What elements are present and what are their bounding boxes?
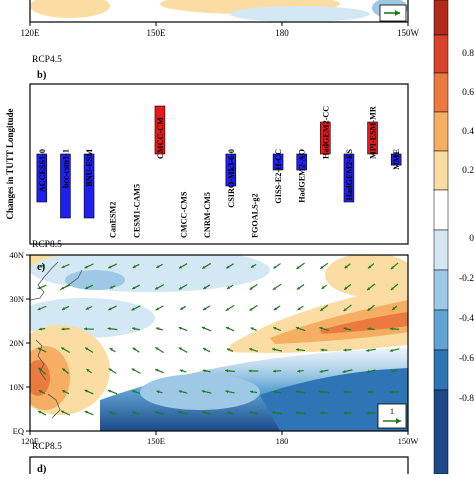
- top-x-tick-label: 150W: [397, 28, 420, 38]
- top-x-tick-label: 150E: [147, 28, 167, 38]
- panel-b-scenario-label: RCP4.5: [32, 55, 62, 65]
- top-map-x-ticks: 120E 150E 180 150W: [21, 22, 420, 38]
- category-label: CMCC-CMS: [180, 191, 189, 238]
- y-tick-label: 30N: [9, 294, 24, 304]
- colorbar-label: 0.8: [462, 49, 474, 59]
- reference-vector-label: 1: [390, 407, 394, 416]
- category-label: FGOALS-g2: [250, 193, 259, 238]
- colorbar-label: 0.6: [462, 88, 474, 98]
- top-x-tick-label: 120E: [21, 28, 41, 38]
- colorbar-label: 0.2: [462, 166, 474, 176]
- panel-b-y-axis-label: Changes in TUTT Longitude: [5, 109, 15, 220]
- colorbar-label: -0.4: [459, 314, 474, 324]
- category-label: CanESM2: [109, 202, 118, 238]
- top-map-cool-patch: [230, 6, 370, 22]
- colorbar-block: [434, 151, 448, 190]
- colorbar-block: [434, 390, 448, 474]
- colorbar-label: -0.2: [459, 274, 474, 284]
- category-label: CESM1-CAM5: [132, 184, 141, 238]
- panel-b-bar-chart: b) Changes in TUTT Longitude ACCESS1-0 bc…: [5, 70, 408, 244]
- colorbar-label: -0.6: [459, 354, 474, 364]
- x-tick-label: 180: [276, 436, 289, 446]
- colorbar-label: 0: [469, 234, 474, 244]
- colorbar-block: [434, 112, 448, 151]
- panel-c-scenario-label: RCP8.5: [32, 240, 62, 250]
- category-label: HadGEM2-CC: [321, 106, 330, 159]
- category-label: MPI-ESM-MR: [369, 106, 378, 159]
- category-label: ACCESS1-0: [38, 149, 47, 192]
- panel-d-label: d): [37, 464, 47, 474]
- colorbar-block: [434, 190, 448, 230]
- top-map-panel: 120E 150E 180 150W: [21, 0, 420, 38]
- colorbar-block: [434, 350, 448, 390]
- category-label: CNRM-CM5: [203, 192, 212, 238]
- colorbar-block: [434, 35, 448, 73]
- colorbar-block: [434, 270, 448, 310]
- category-label: GISS-E2-H-CC: [274, 149, 283, 204]
- colorbar-block: [434, 230, 448, 270]
- colorbar-block: [434, 73, 448, 112]
- category-label: HadGEM2-ES: [345, 149, 354, 201]
- colorbar-labels: 0.8 0.6 0.4 0.2 0 -0.2 -0.4 -0.6 -0.8: [459, 49, 474, 404]
- y-tick-label: 10N: [9, 382, 24, 392]
- colorbar: 0.8 0.6 0.4 0.2 0 -0.2 -0.4 -0.6 -0.8: [434, 0, 474, 474]
- panel-c-y-ticks: 40N 30N 20N 10N EQ: [9, 250, 30, 436]
- colorbar-block: [434, 0, 448, 35]
- panel-d-frame: [30, 457, 408, 474]
- x-tick-label: 150E: [147, 436, 165, 446]
- colorbar-block: [434, 310, 448, 350]
- category-label: BNU-ESM: [85, 149, 94, 187]
- panel-b-label: b): [37, 70, 47, 81]
- category-label: CSIRO-Mk3-6-0: [227, 149, 236, 208]
- y-tick-label: EQ: [13, 426, 24, 436]
- colorbar-label: -0.8: [459, 394, 474, 404]
- category-label: MME: [392, 148, 401, 169]
- x-tick-label: 150W: [398, 436, 419, 446]
- category-label: CMCC-CM: [156, 117, 165, 159]
- northwest-cool-core: [65, 270, 125, 290]
- category-label: HadGEM2-AO: [298, 149, 307, 203]
- colorbar-blocks: [434, 0, 448, 474]
- y-tick-label: 40N: [9, 250, 24, 260]
- panel-d-scenario-label: RCP8.5: [32, 442, 62, 452]
- top-x-tick-label: 180: [275, 28, 289, 38]
- category-label: bcc-csm1-1: [61, 149, 70, 188]
- colorbar-label: 0.4: [462, 127, 474, 137]
- panel-c-label: c): [37, 262, 46, 273]
- y-tick-label: 20N: [9, 338, 24, 348]
